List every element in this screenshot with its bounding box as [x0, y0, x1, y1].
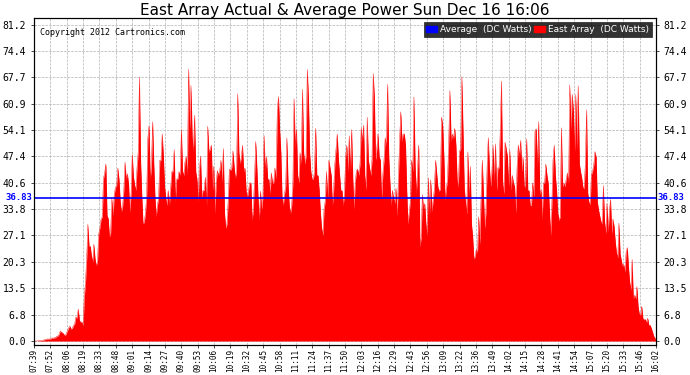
Text: Copyright 2012 Cartronics.com: Copyright 2012 Cartronics.com: [40, 28, 185, 37]
Title: East Array Actual & Average Power Sun Dec 16 16:06: East Array Actual & Average Power Sun De…: [140, 3, 550, 18]
Text: 36.83: 36.83: [658, 193, 684, 202]
Text: 36.83: 36.83: [6, 193, 32, 202]
Legend: Average  (DC Watts), East Array  (DC Watts): Average (DC Watts), East Array (DC Watts…: [424, 22, 651, 37]
